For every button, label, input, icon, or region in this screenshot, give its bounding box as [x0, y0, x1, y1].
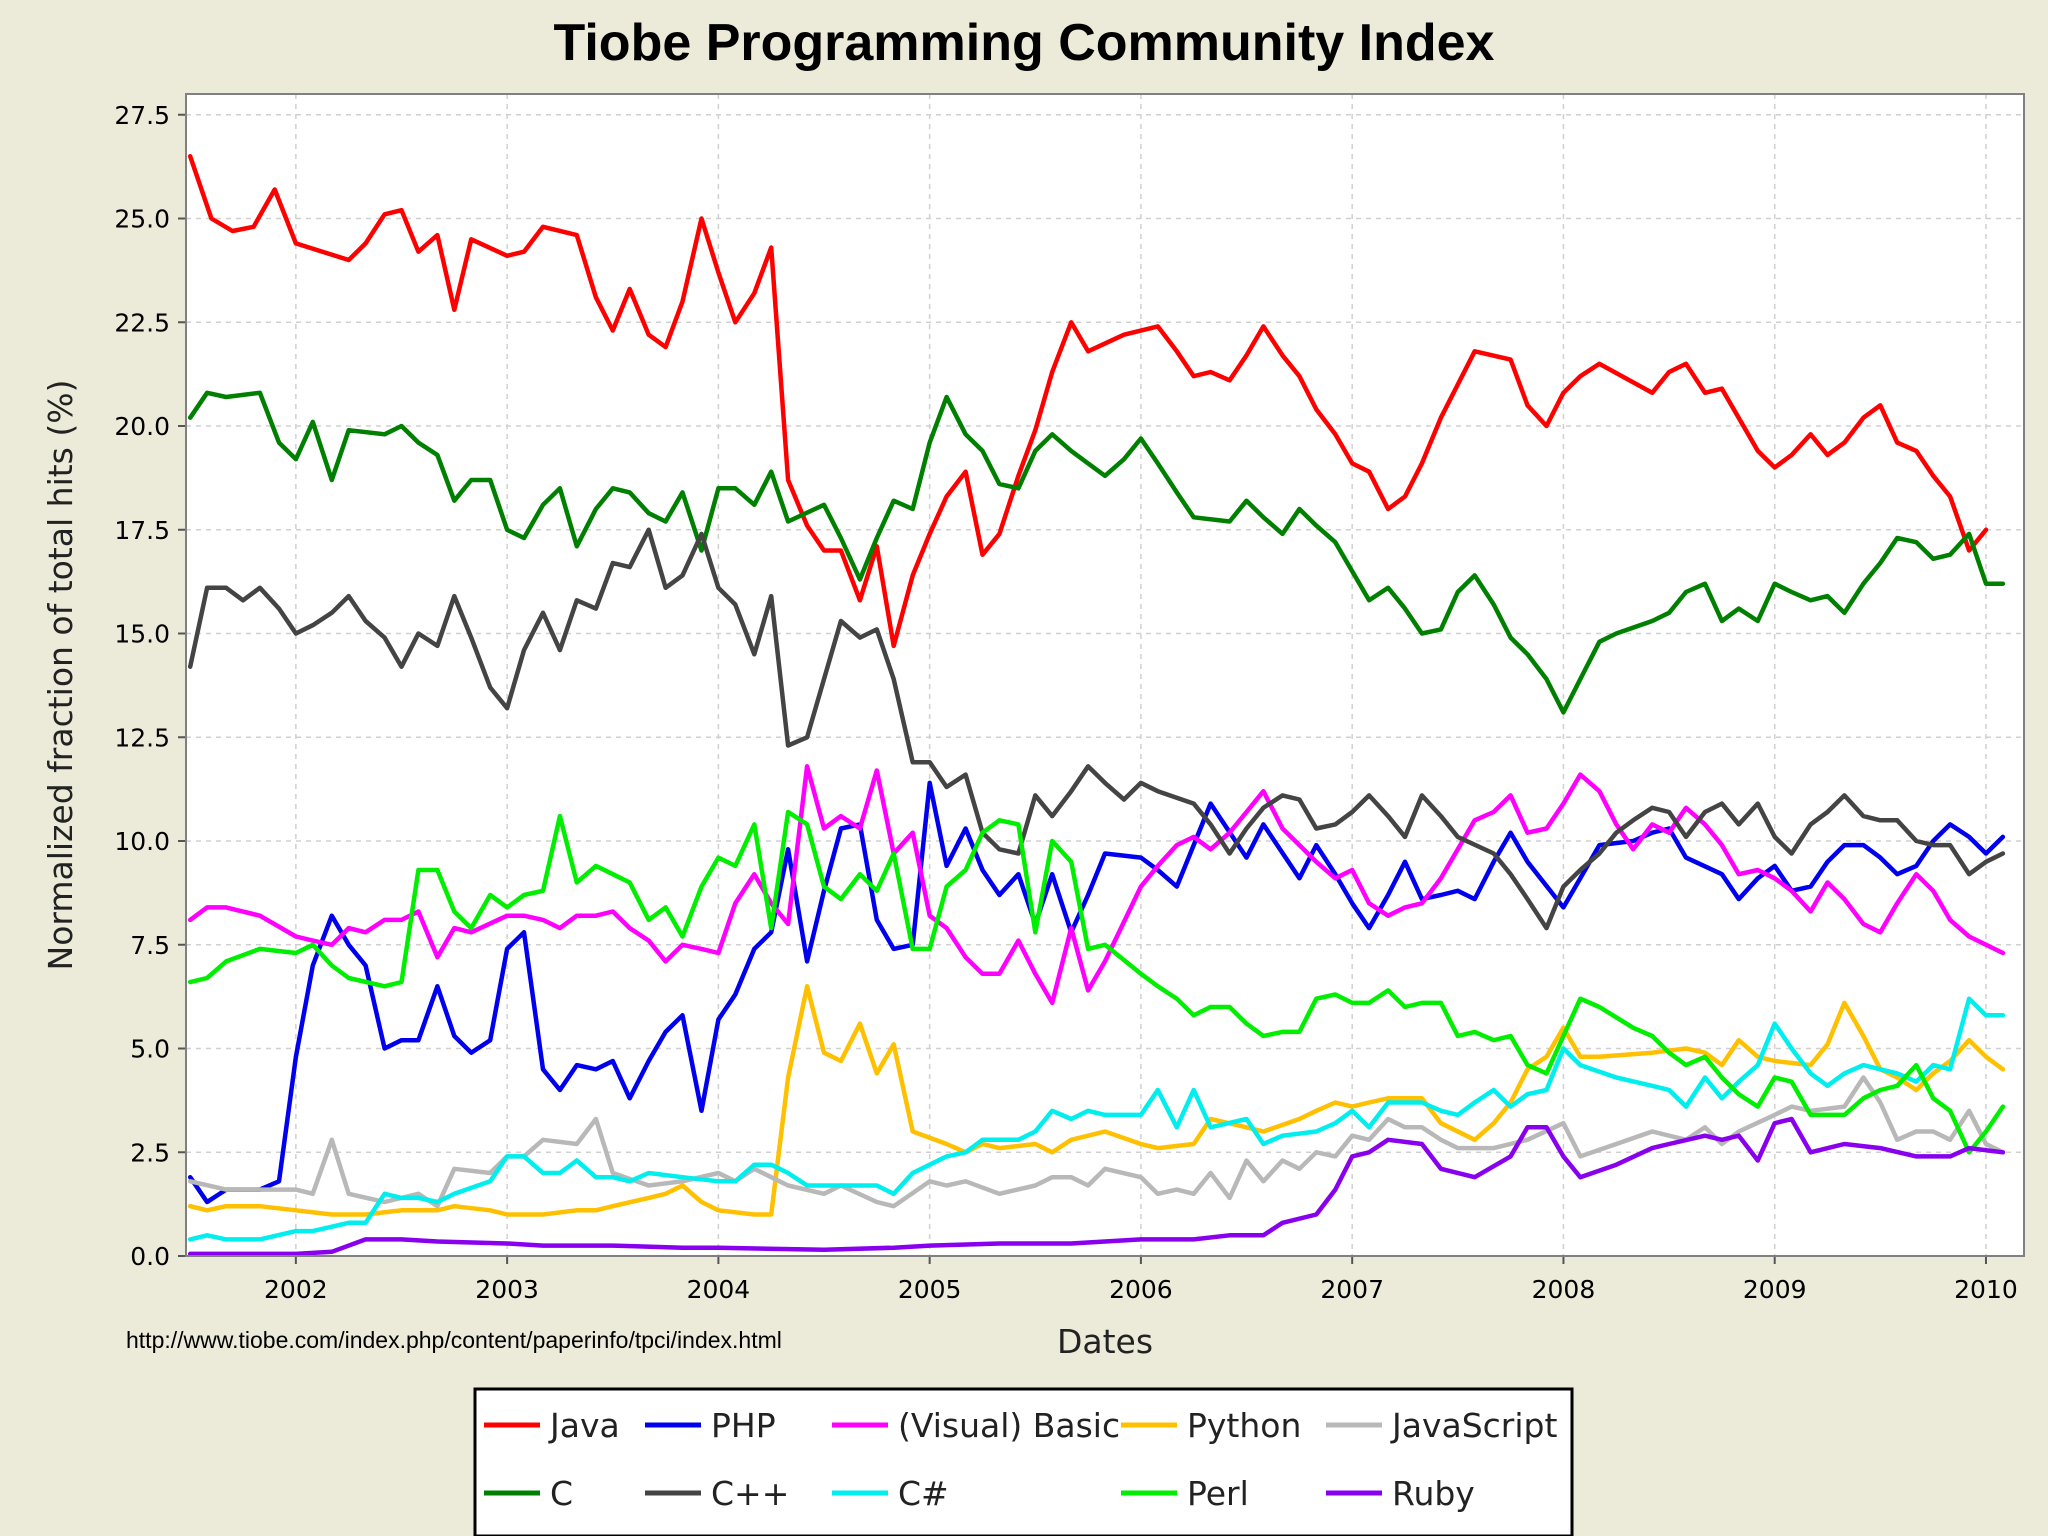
legend: Java PHP (Visual) Basic Python JavaScript C C+… — [473, 1387, 1574, 1536]
series-line-c — [187, 390, 2006, 715]
legend-label: JavaScript — [1390, 1406, 1557, 1445]
legend-item-javascript: JavaScript — [1326, 1406, 1557, 1445]
plot-area — [186, 94, 2024, 1256]
y-tick-label: 25.0 — [114, 205, 170, 234]
series-line-ruby — [187, 1116, 2006, 1257]
y-tick-label: 17.5 — [114, 516, 170, 545]
x-tick-label: 2008 — [1532, 1275, 1596, 1304]
x-tick-label: 2005 — [898, 1275, 962, 1304]
legend-label: PHP — [711, 1406, 776, 1445]
legend-item-c: C++ — [645, 1474, 789, 1513]
legend-items: Java PHP (Visual) Basic Python JavaScript C C+… — [484, 1406, 1557, 1513]
legend-label: C — [550, 1474, 573, 1513]
y-tick-label: 0.0 — [130, 1242, 170, 1271]
legend-label: Python — [1187, 1406, 1301, 1445]
series-line-perl — [187, 809, 2006, 1155]
series-line-php — [187, 780, 2006, 1205]
legend-item-python: Python — [1121, 1406, 1301, 1445]
x-axis-label: Dates — [1057, 1322, 1153, 1361]
y-tick-label: 10.0 — [114, 827, 170, 856]
chart-title: Tiobe Programming Community Index — [554, 14, 1495, 72]
plot-border — [185, 93, 2025, 1257]
legend-item-ruby: Ruby — [1326, 1474, 1475, 1513]
legend-item-php: PHP — [645, 1406, 776, 1445]
legend-label: Ruby — [1392, 1474, 1475, 1513]
legend-item-perl: Perl — [1121, 1474, 1249, 1513]
x-tick-label: 2002 — [264, 1275, 328, 1304]
y-tick-label: 27.5 — [114, 101, 170, 130]
legend-label: (Visual) Basic — [898, 1406, 1120, 1445]
y-tick-label: 20.0 — [114, 412, 170, 441]
y-tick-label: 22.5 — [114, 308, 170, 337]
legend-label: C# — [898, 1474, 949, 1513]
y-tick-label: 7.5 — [130, 931, 170, 960]
y-tick-label: 5.0 — [130, 1035, 170, 1064]
legend-label: Perl — [1187, 1474, 1249, 1513]
axes — [178, 93, 2025, 1264]
series-line-python — [187, 984, 2006, 1217]
series-line-c — [187, 996, 2006, 1242]
legend-box — [473, 1387, 1574, 1536]
legend-item-c: C# — [832, 1474, 949, 1513]
legend-label: Java — [548, 1406, 620, 1445]
series-lines — [187, 154, 2006, 1257]
y-tick-labels: 0.0 2.5 5.0 7.5 10.0 12.5 15.0 17.5 20.0 22.5 25.0… — [114, 101, 170, 1271]
x-tick-label: 2009 — [1743, 1275, 1807, 1304]
series-line-java — [187, 154, 1989, 649]
y-tick-label: 12.5 — [114, 723, 170, 752]
x-tick-labels: 2002 2003 2004 2005 2006 2007 2008 2009 2010 — [264, 1275, 2018, 1304]
x-tick-label: 2007 — [1320, 1275, 1384, 1304]
y-axis-label: Normalized fraction of total hits (%) — [41, 380, 80, 971]
legend-item-visual-basic: (Visual) Basic — [832, 1406, 1120, 1445]
legend-item-c: C — [484, 1474, 573, 1513]
x-tick-label: 2006 — [1109, 1275, 1173, 1304]
x-tick-label: 2003 — [475, 1275, 539, 1304]
series-line-c — [187, 527, 2006, 931]
series-line-javascript — [187, 1075, 2006, 1209]
grid-lines — [186, 94, 2024, 1257]
x-tick-label: 2010 — [1954, 1275, 2018, 1304]
y-tick-label: 15.0 — [114, 620, 170, 649]
y-tick-label: 2.5 — [130, 1138, 170, 1167]
x-tick-label: 2004 — [687, 1275, 751, 1304]
legend-label: C++ — [711, 1474, 789, 1513]
legend-item-java: Java — [484, 1406, 620, 1445]
source-url: http://www.tiobe.com/index.php/content/p… — [126, 1327, 782, 1353]
